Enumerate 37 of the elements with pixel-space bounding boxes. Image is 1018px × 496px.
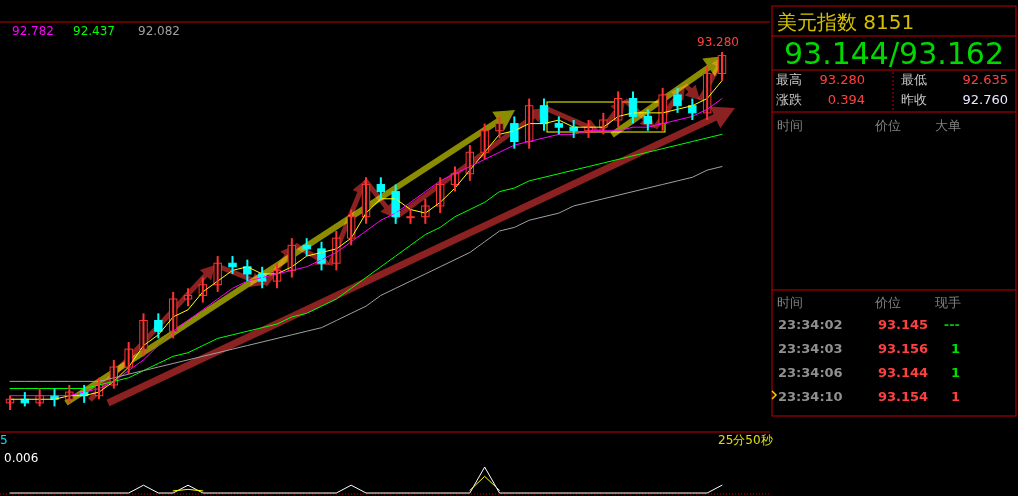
text: 25分50秒 [718, 433, 773, 447]
text: 价位 [874, 118, 901, 133]
text: 0.394 [827, 92, 865, 107]
text: 5 [0, 433, 8, 447]
text: 92.082 [138, 24, 180, 38]
text: 昨收 [901, 92, 927, 107]
text: --- [943, 317, 960, 332]
text: 92.782 [12, 24, 54, 38]
text: 23:34:03 [778, 341, 843, 356]
candlestick [302, 237, 311, 258]
text: 92.760 [962, 92, 1008, 107]
annotation: 93.280 [697, 35, 739, 49]
text: 1 [950, 365, 960, 380]
text: 0.006 [4, 451, 39, 465]
text: 美元指数 8151 [777, 10, 915, 34]
text: 涨跌 [776, 92, 802, 107]
text: 现手 [935, 295, 961, 310]
text: 大单 [935, 118, 961, 133]
text: 价位 [874, 295, 901, 310]
text: 最低 [901, 72, 927, 87]
text: 93.145 [877, 317, 929, 332]
text: 23:34:10 [778, 389, 843, 404]
text: 93.156 [877, 341, 929, 356]
text: 23:34:02 [778, 317, 843, 332]
text: 92.635 [962, 72, 1008, 87]
text: 时间 [777, 118, 803, 133]
text: 92.437 [73, 24, 115, 38]
text: 1 [950, 389, 960, 404]
text: 93.154 [877, 389, 929, 404]
text: 最高 [776, 72, 802, 87]
candlestick [554, 115, 564, 136]
text: 23:34:06 [778, 365, 843, 380]
text: 93.144/93.162 [783, 36, 1005, 71]
text: 1 [950, 341, 960, 356]
text: 时间 [777, 295, 803, 310]
text: 93.144 [877, 365, 929, 380]
text: 93.280 [819, 72, 865, 87]
